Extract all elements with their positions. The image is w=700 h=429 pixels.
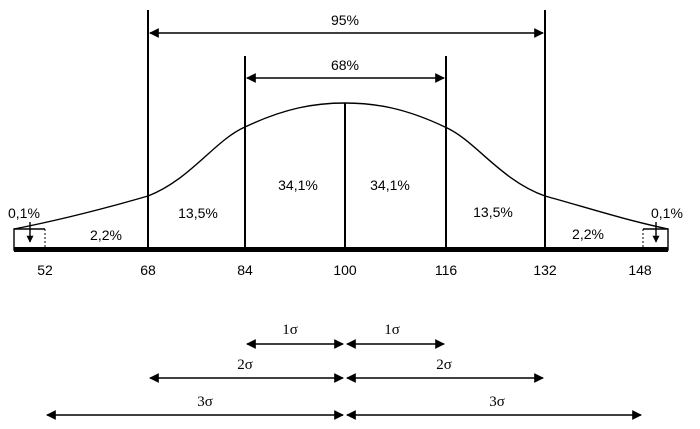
area-116-132: 13,5%	[473, 204, 513, 220]
range-95-label: 95%	[331, 12, 359, 28]
tick-label-52: 52	[37, 262, 53, 278]
area-100-116: 34,1%	[370, 177, 410, 193]
sigma1-right-label: 1σ	[384, 322, 400, 338]
tick-label-84: 84	[237, 262, 253, 278]
bell-curve	[13, 102, 669, 230]
area-52-68: 2,2%	[90, 227, 122, 243]
area-68-84: 13,5%	[178, 205, 218, 221]
area-tail-left: 0,1%	[8, 205, 40, 221]
range-68-label: 68%	[331, 57, 359, 73]
tick-label-116: 116	[435, 262, 458, 278]
tick-label-68: 68	[140, 262, 156, 278]
sigma3-left-label: 3σ	[197, 394, 213, 410]
area-84-100: 34,1%	[278, 177, 318, 193]
tick-label-100: 100	[333, 262, 357, 278]
sigma2-left-label: 2σ	[237, 357, 253, 373]
tick-label-132: 132	[533, 262, 557, 278]
sigma2-right-label: 2σ	[436, 357, 452, 373]
sigma3-right-label: 3σ	[489, 394, 505, 410]
tick-label-148: 148	[628, 262, 652, 278]
area-132-148: 2,2%	[572, 226, 604, 242]
baseline-axis	[14, 247, 668, 252]
area-tail-right: 0,1%	[651, 205, 683, 221]
sigma1-left-label: 1σ	[282, 322, 298, 338]
